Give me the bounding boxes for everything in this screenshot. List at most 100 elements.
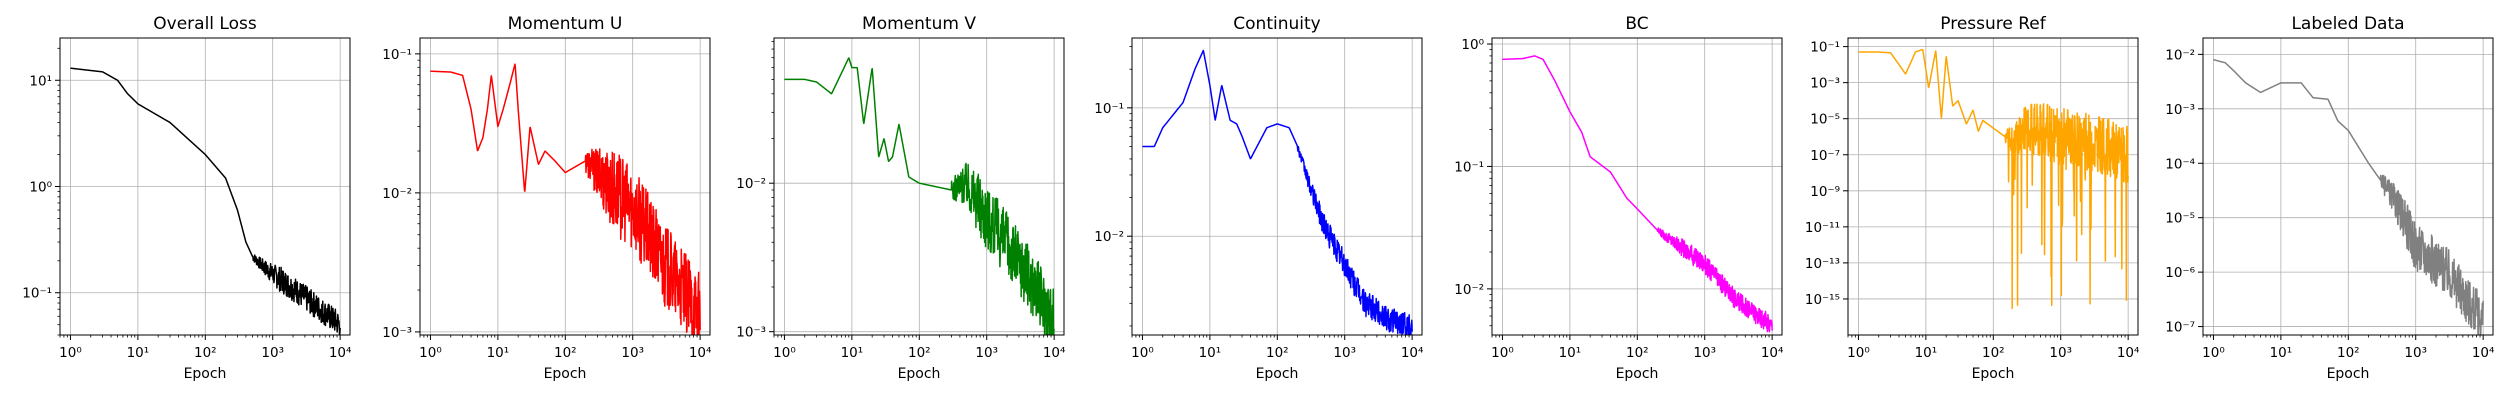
grid (60, 38, 350, 335)
y-tick-label: 10⁻¹ (1810, 40, 1840, 56)
x-tick-label: 10² (1266, 345, 1289, 361)
series-line (783, 57, 1055, 335)
grid (1492, 38, 1782, 335)
chart-title: Momentum V (862, 14, 976, 34)
x-tick-label: 10² (908, 345, 931, 361)
x-tick-label: 10² (1626, 345, 1649, 361)
subplot-3: 10⁰ 10¹ 10² 10³ 10⁴ 10⁻² 10⁻¹ Continuity Epoch (1094, 14, 1423, 382)
x-tick-label: 10⁴ (1043, 345, 1066, 361)
y-tick-label: 10⁻⁹ (1810, 184, 1840, 200)
y-tick-label: 10¹ (29, 73, 52, 89)
x-tick-label: 10⁰ (773, 345, 796, 361)
chart-title: Continuity (1233, 14, 1320, 34)
subplot-5: 10⁰ 10¹ 10² 10³ 10⁴ 10⁻¹⁵ 10⁻¹³ 10⁻¹¹ 10⁻⁹ 10⁻⁷ 10… (1805, 14, 2140, 382)
minor-ticks (1129, 46, 1410, 338)
minor-ticks (771, 41, 1052, 338)
x-axis-label: Epoch (1972, 366, 2015, 382)
x-axis-label: Epoch (2327, 366, 2370, 382)
chart-title: BC (1625, 14, 1648, 34)
x-axis-label: Epoch (544, 366, 587, 382)
axes-frame (773, 37, 1065, 336)
x-tick-label: 10⁰ (419, 345, 442, 361)
y-tick-label: 10⁻¹⁵ (1805, 292, 1840, 308)
grid (1848, 38, 2138, 335)
y-tick-label: 10⁻³ (1810, 76, 1840, 92)
axes-frame (1491, 37, 1783, 336)
x-tick-label: 10⁴ (329, 345, 352, 361)
axes-frame (1847, 37, 2139, 336)
y-tick-label: 10⁻⁷ (1810, 148, 1840, 164)
y-tick-label: 10⁻³ (736, 325, 766, 341)
x-tick-label: 10¹ (127, 345, 150, 361)
x-tick-label: 10³ (1333, 345, 1356, 361)
series-line (69, 67, 341, 335)
x-tick-label: 10² (1982, 345, 2005, 361)
y-tick-label: 10⁻² (2165, 47, 2195, 63)
x-tick-label: 10⁴ (689, 345, 712, 361)
subplot-0: 10⁰ 10¹ 10² 10³ 10⁴ 10⁻¹ 10⁰ 10¹ Overall Loss Epo… (22, 14, 351, 382)
x-tick-label: 10² (554, 345, 577, 361)
series-line (1501, 55, 1773, 333)
x-tick-label: 10⁴ (2472, 345, 2495, 361)
subplot-4: 10⁰ 10¹ 10² 10³ 10⁴ 10⁻² 10⁻¹ 10⁰ BC Epoch (1454, 14, 1783, 382)
x-tick-label: 10¹ (1559, 345, 1582, 361)
y-tick-label: 10⁻¹ (22, 286, 52, 302)
axes-frame (2202, 37, 2494, 336)
y-tick-label: 10⁻¹ (382, 47, 412, 63)
y-tick-label: 10⁻³ (382, 325, 412, 341)
y-tick-label: 10⁻¹ (1094, 101, 1124, 117)
axes-frame (419, 37, 711, 336)
y-tick-label: 10⁻¹ (1454, 159, 1484, 175)
y-tick-label: 10⁻⁵ (1810, 112, 1840, 128)
y-tick-label: 10⁰ (29, 180, 52, 196)
y-tick-label: 10⁻² (1094, 229, 1124, 245)
series-line (1141, 49, 1413, 335)
minor-ticks (417, 59, 698, 338)
x-tick-label: 10¹ (1199, 345, 1222, 361)
series-line (429, 63, 701, 335)
y-tick-label: 10⁻¹³ (1805, 256, 1840, 272)
series-line (1857, 48, 2129, 310)
x-tick-label: 10³ (1693, 345, 1716, 361)
x-tick-label: 10¹ (2270, 345, 2293, 361)
x-tick-label: 10⁰ (2202, 345, 2225, 361)
x-tick-label: 10² (2337, 345, 2360, 361)
x-tick-label: 10² (194, 345, 217, 361)
chart-title: Overall Loss (153, 14, 257, 34)
y-tick-label: 10⁻⁵ (2165, 211, 2195, 227)
x-tick-label: 10⁰ (1131, 345, 1154, 361)
x-tick-label: 10⁰ (59, 345, 82, 361)
grid (420, 38, 710, 335)
y-tick-label: 10⁻¹¹ (1805, 220, 1840, 236)
subplot-6: 10⁰ 10¹ 10² 10³ 10⁴ 10⁻⁷ 10⁻⁶ 10⁻⁵ 10⁻⁴ 10⁻³ 10⁻² L… (2165, 14, 2494, 382)
x-tick-label: 10³ (621, 345, 644, 361)
axes-frame (1131, 37, 1423, 336)
x-axis-label: Epoch (1616, 366, 1659, 382)
subplot-2: 10⁰ 10¹ 10² 10³ 10⁴ 10⁻³ 10⁻² Momentum V Epoch (736, 14, 1065, 382)
x-tick-label: 10⁰ (1491, 345, 1514, 361)
x-axis-label: Epoch (898, 366, 941, 382)
x-tick-label: 10³ (2049, 345, 2072, 361)
y-tick-label: 10⁻² (1454, 282, 1484, 298)
y-tick-label: 10⁻³ (2165, 102, 2195, 118)
x-tick-label: 10⁰ (1847, 345, 1870, 361)
chart-title: Pressure Ref (1940, 14, 2047, 34)
subplot-panels: 10⁰ 10¹ 10² 10³ 10⁴ 10⁻¹ 10⁰ 10¹ Overall Loss Epo… (22, 14, 2494, 382)
y-tick-label: 10⁻² (382, 186, 412, 202)
x-tick-label: 10⁴ (1761, 345, 1784, 361)
x-tick-label: 10¹ (1915, 345, 1938, 361)
y-tick-label: 10⁻⁷ (2165, 320, 2195, 336)
x-tick-label: 10¹ (487, 345, 510, 361)
chart-title: Momentum U (508, 14, 623, 34)
x-tick-label: 10⁴ (2117, 345, 2140, 361)
x-tick-label: 10¹ (841, 345, 864, 361)
y-tick-label: 10⁻⁶ (2165, 265, 2195, 281)
x-tick-label: 10³ (261, 345, 284, 361)
axes-frame (59, 37, 351, 336)
grid (774, 38, 1064, 335)
chart-title: Labeled Data (2291, 14, 2404, 34)
y-tick-label: 10⁰ (1461, 37, 1484, 53)
y-tick-label: 10⁻⁴ (2165, 156, 2195, 172)
series-line (2212, 58, 2484, 335)
